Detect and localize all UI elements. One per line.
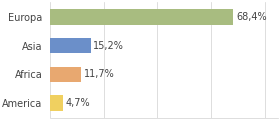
Bar: [50, 38, 91, 54]
Text: 4,7%: 4,7%: [65, 98, 90, 108]
Text: 15,2%: 15,2%: [94, 41, 124, 51]
Bar: [50, 96, 62, 111]
Bar: [50, 66, 81, 82]
Text: 11,7%: 11,7%: [84, 69, 115, 79]
Bar: [50, 9, 234, 24]
Text: 68,4%: 68,4%: [236, 12, 267, 22]
